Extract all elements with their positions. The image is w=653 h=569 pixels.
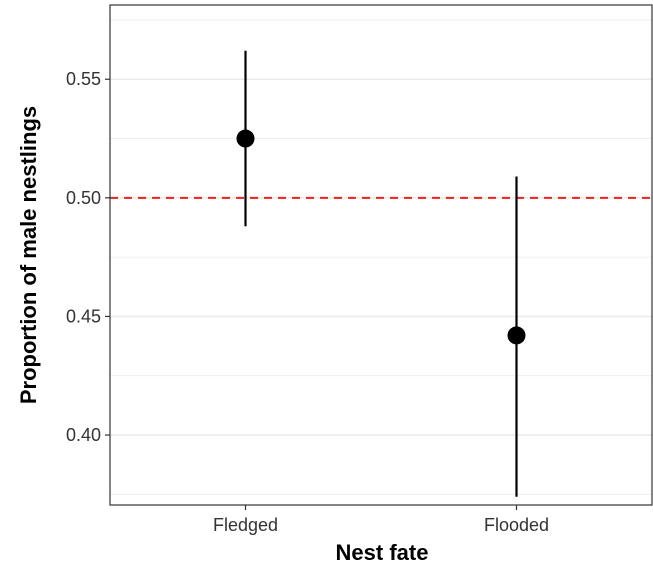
y-tick-label: 0.55 [66,69,101,89]
y-tick-label: 0.50 [66,188,101,208]
y-tick-label: 0.40 [66,425,101,445]
x-tick-label-flooded: Flooded [484,515,549,535]
point-flooded [507,326,526,345]
x-axis-title: Nest fate [336,540,429,565]
ticks-layer: 0.40 0.45 0.50 0.55 Fledged Flooded [66,69,549,535]
grid-layer [110,19,652,495]
y-tick-label: 0.45 [66,306,101,326]
x-tick-label-fledged: Fledged [213,515,278,535]
panel-border [109,4,653,506]
marks-layer [236,50,526,497]
y-axis-title: Proportion of male nestlings [16,106,41,404]
point-fledged [236,129,255,148]
